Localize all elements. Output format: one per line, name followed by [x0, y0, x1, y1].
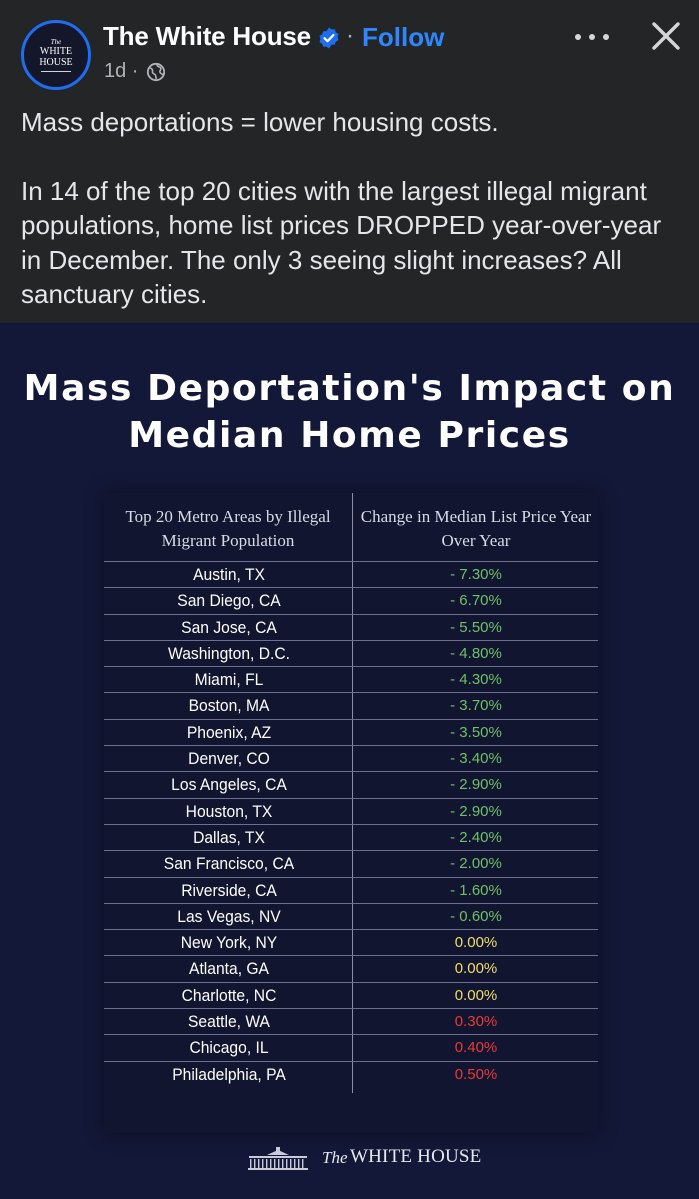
price-change-value: - 1.60% [450, 881, 502, 899]
price-change-value: - 4.80% [450, 644, 502, 662]
city-name: Houston, TX [185, 801, 273, 821]
city-name: Chicago, IL [189, 1038, 269, 1058]
price-change-value: - 3.50% [450, 723, 502, 741]
price-change-value: - 3.70% [450, 697, 502, 715]
caption-line-1: Mass deportations = lower housing costs. [21, 107, 499, 137]
table-row: Philadelphia, PA 0.50% [104, 1060, 598, 1087]
city-name: Miami, FL [194, 670, 264, 690]
footer-the: The [322, 1148, 348, 1167]
city-name: San Diego, CA [177, 591, 281, 611]
price-change-table: Top 20 Metro Areas by Illegal Migrant Po… [104, 493, 598, 1133]
city-name: Boston, MA [188, 696, 270, 716]
avatar-name: WHITE HOUSE [39, 46, 73, 68]
city-name: Dallas, TX [193, 827, 265, 847]
table-row: San Francisco, CA - 2.00% [104, 850, 598, 876]
table-row: Riverside, CA - 1.60% [104, 876, 598, 903]
city-name: Charlotte, NC [181, 985, 277, 1005]
post-image[interactable]: Mass Deportation's Impact on Median Home… [0, 323, 699, 1199]
header-price-change: Change in Median List Price Year Over Ye… [360, 507, 592, 550]
city-name: Seattle, WA [187, 1012, 270, 1032]
price-change-value: 0.00% [454, 934, 498, 952]
graphic-title: Mass Deportation's Impact on Median Home… [23, 368, 676, 456]
table-row: Los Angeles, CA - 2.90% [104, 771, 598, 797]
price-change-value: 0.30% [454, 1013, 498, 1031]
close-icon[interactable] [648, 18, 684, 54]
separator-dot: · [346, 22, 354, 49]
post-time[interactable]: 1d · [104, 60, 139, 82]
follow-button[interactable]: Follow [362, 22, 445, 52]
price-change-value: - 0.60% [450, 907, 502, 925]
price-change-value: - 2.90% [450, 776, 502, 794]
price-change-value: - 2.90% [450, 802, 502, 820]
table-row: Seattle, WA 0.30% [104, 1008, 598, 1034]
page-name[interactable]: The White House [103, 21, 311, 51]
white-house-building-icon [248, 1147, 308, 1170]
price-change-value: 0.00% [454, 986, 498, 1004]
city-name: Los Angeles, CA [171, 775, 287, 795]
city-name: San Francisco, CA [163, 854, 295, 874]
table-rows: Austin, TX - 7.30% San Diego, CA - 6.70% San… [104, 561, 598, 1087]
table-row: Chicago, IL 0.40% [104, 1034, 598, 1060]
city-name: Las Vegas, NV [177, 906, 281, 926]
table-row: Miami, FL - 4.30% [104, 666, 598, 692]
city-name: San Jose, CA [181, 617, 277, 637]
white-house-footer-logo: The WHITE HOUSE [0, 1143, 699, 1173]
price-change-value: - 7.30% [450, 566, 502, 583]
price-change-value: - 2.40% [450, 828, 502, 846]
price-change-value: 0.00% [454, 960, 498, 978]
page-avatar[interactable]: The WHITE HOUSE [21, 20, 91, 90]
city-name: Washington, D.C. [168, 643, 290, 663]
table-row: San Diego, CA - 6.70% [104, 587, 598, 613]
caption-line-2: In 14 of the top 20 cities with the larg… [21, 175, 662, 310]
avatar-rule [41, 71, 71, 72]
table-row: San Jose, CA - 5.50% [104, 613, 598, 640]
price-change-value: 0.50% [454, 1065, 498, 1083]
city-name: Atlanta, GA [189, 959, 269, 979]
city-name: Riverside, CA [181, 880, 277, 900]
price-change-value: - 3.40% [450, 750, 502, 768]
table-row: Washington, D.C. - 4.80% [104, 639, 598, 666]
table-row: Las Vegas, NV - 0.60% [104, 902, 598, 929]
more-options-icon[interactable] [575, 22, 609, 52]
city-name: Denver, CO [188, 749, 270, 769]
table-row: New York, NY 0.00% [104, 929, 598, 955]
price-change-value: - 4.30% [450, 671, 502, 689]
price-change-value: - 5.50% [450, 618, 502, 636]
table-row: Charlotte, NC 0.00% [104, 981, 598, 1008]
price-change-value: 0.40% [454, 1039, 498, 1057]
price-change-value: - 6.70% [450, 592, 502, 610]
post-caption: Mass deportations = lower housing costs.… [21, 105, 681, 312]
table-row: Houston, TX - 2.90% [104, 797, 598, 824]
post-header: The WHITE HOUSE The White House · Follow… [0, 0, 699, 95]
table-row: Austin, TX - 7.30% [104, 561, 598, 587]
avatar-the: The [50, 38, 62, 46]
city-name: Philadelphia, PA [172, 1064, 286, 1084]
city-name: New York, NY [180, 933, 278, 953]
column-divider [352, 493, 353, 1093]
verified-badge-icon [319, 27, 339, 49]
price-change-value: - 2.00% [450, 855, 502, 873]
globe-icon [146, 62, 166, 82]
table-row: Boston, MA - 3.70% [104, 692, 598, 718]
table-row: Dallas, TX - 2.40% [104, 823, 598, 850]
city-name: Phoenix, AZ [186, 722, 272, 742]
table-row: Atlanta, GA 0.00% [104, 955, 598, 981]
table-row: Denver, CO - 3.40% [104, 745, 598, 771]
table-row: Phoenix, AZ - 3.50% [104, 718, 598, 745]
footer-white-house: WHITE HOUSE [350, 1146, 482, 1167]
city-name: Austin, TX [193, 565, 265, 584]
header-metro-areas: Top 20 Metro Areas by Illegal Migrant Po… [125, 507, 331, 550]
